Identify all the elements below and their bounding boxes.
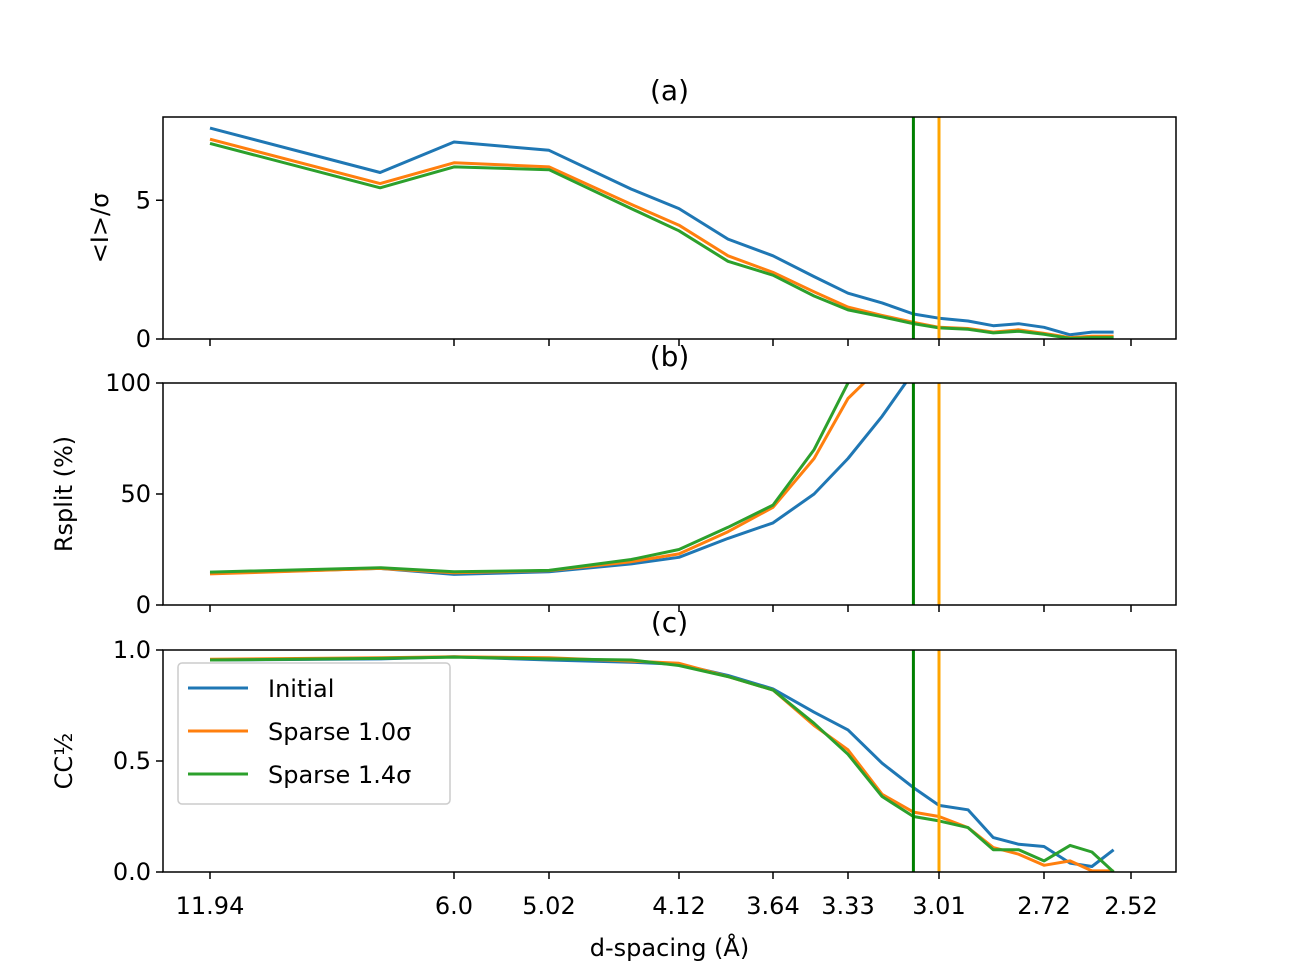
x-tick-label: 5.02 [522,892,575,920]
x-tick-label: 3.01 [912,892,965,920]
y-tick-label: 0 [136,325,151,353]
panel-title: (b) [650,340,690,373]
x-tick-label: 3.33 [821,892,874,920]
x-tick-label: 3.64 [746,892,799,920]
y-tick-label: 5 [136,186,151,214]
legend-entry-label: Initial [268,675,334,703]
legend: Initial Sparse 1.0σ Sparse 1.4σ [177,662,451,805]
legend-box [177,662,451,805]
series-group [209,655,1115,872]
panel-a: (a) 0 5 <I>/σ [86,74,1177,353]
y-tick-label: 100 [105,369,151,397]
series-line-sparse-1-0- [209,137,1114,339]
panel-title: (a) [650,74,689,107]
panel-title: (c) [651,606,688,639]
x-tick-label: 2.52 [1104,892,1157,920]
x-tick-label: 4.12 [652,892,705,920]
y-tick-label: 50 [120,480,151,508]
legend-entry-label: Sparse 1.4σ [268,761,411,789]
legend-entry-label: Sparse 1.0σ [268,718,411,746]
y-tick-label: 0.5 [113,747,151,775]
series-line-initial [209,383,908,576]
series-line-sparse-1-0- [209,383,867,576]
x-tick-label: 2.72 [1017,892,1070,920]
y-axis-label: CC½ [50,733,78,790]
series-line-initial [209,126,1114,337]
panel-b: (b) 0 50 100 Rsplit (%) [50,340,1177,619]
series-group [209,126,1114,339]
x-tick-label: 6.0 [435,892,473,920]
series-line-sparse-1-4- [209,383,850,574]
x-tick-label: 11.94 [176,892,245,920]
y-axis-label: <I>/σ [86,193,114,264]
x-axis-label: d-spacing (Å) [590,933,749,962]
series-group [209,383,908,576]
series-line-sparse-1-4- [209,141,1114,339]
y-tick-label: 1.0 [113,636,151,664]
series-line-sparse-1-4- [209,655,1115,872]
panel-c: (c) 0.0 0.5 1.0 CC½ [50,606,1177,886]
y-tick-label: 0 [136,591,151,619]
y-tick-label: 0.0 [113,858,151,886]
axes-frame [162,116,1177,340]
y-axis-label: Rsplit (%) [50,436,78,552]
